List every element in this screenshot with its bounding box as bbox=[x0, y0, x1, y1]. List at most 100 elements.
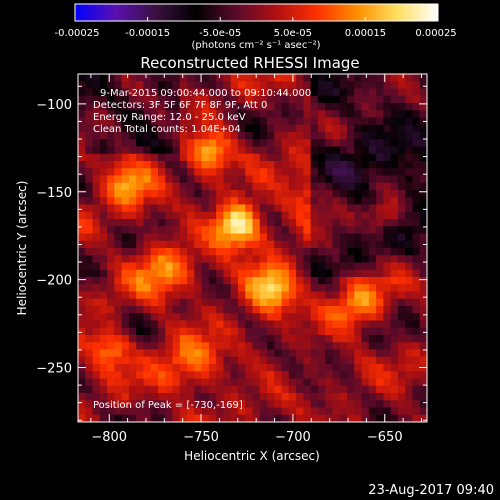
heatmap-cell bbox=[128, 414, 137, 423]
heatmap-cell bbox=[419, 168, 428, 176]
heatmap-cell bbox=[339, 327, 348, 336]
heatmap-cell bbox=[245, 255, 253, 263]
heatmap-cell bbox=[194, 371, 202, 379]
heatmap-cell bbox=[339, 306, 348, 314]
heatmap-cell bbox=[354, 349, 362, 358]
heatmap-cell bbox=[383, 219, 392, 227]
heatmap-cell bbox=[303, 400, 312, 408]
heatmap-cell bbox=[332, 342, 341, 350]
heatmap-cell bbox=[237, 313, 246, 321]
heatmap-cell bbox=[390, 226, 399, 234]
heatmap-cell bbox=[128, 262, 137, 271]
heatmap-cell bbox=[368, 364, 377, 372]
heatmap-cell bbox=[114, 146, 123, 155]
heatmap-cell bbox=[325, 284, 333, 292]
heatmap-cell bbox=[78, 298, 86, 307]
heatmap-cell bbox=[245, 74, 253, 82]
colorbar-tick-label: 5.0e-05 bbox=[274, 28, 312, 39]
heatmap-cell bbox=[274, 175, 282, 184]
heatmap-cell bbox=[347, 284, 355, 292]
y-tick-label: −100 bbox=[36, 98, 72, 113]
heatmap-cell bbox=[397, 313, 406, 321]
heatmap-cell bbox=[317, 146, 326, 155]
heatmap-cell bbox=[92, 371, 101, 379]
heatmap-cell bbox=[303, 378, 312, 387]
heatmap-cell bbox=[157, 313, 166, 321]
heatmap-cell bbox=[310, 110, 319, 118]
heatmap-cell bbox=[390, 255, 399, 263]
heatmap-cell bbox=[99, 211, 108, 220]
heatmap-cell bbox=[136, 88, 144, 97]
heatmap-cell bbox=[281, 378, 290, 387]
heatmap-cell bbox=[216, 356, 224, 365]
heatmap-cell bbox=[267, 414, 275, 423]
heatmap-cell bbox=[121, 139, 130, 147]
heatmap-cell bbox=[187, 88, 195, 97]
heatmap-cell bbox=[121, 182, 130, 191]
heatmap-cell bbox=[303, 262, 312, 271]
heatmap-cell bbox=[121, 74, 130, 82]
heatmap-cell bbox=[288, 269, 297, 278]
heatmap-cell bbox=[187, 393, 195, 401]
heatmap-cell bbox=[165, 378, 173, 387]
heatmap-cell bbox=[383, 291, 392, 300]
heatmap-cell bbox=[208, 81, 217, 89]
heatmap-cell bbox=[157, 139, 166, 147]
heatmap-cell bbox=[128, 400, 137, 408]
heatmap-cell bbox=[150, 327, 159, 336]
heatmap-cell bbox=[194, 255, 202, 263]
heatmap-cell bbox=[376, 161, 384, 169]
heatmap-cell bbox=[165, 255, 173, 263]
heatmap-cell bbox=[281, 211, 290, 220]
heatmap-cell bbox=[187, 255, 195, 263]
heatmap-cell bbox=[172, 284, 181, 292]
heatmap-cell bbox=[354, 400, 362, 408]
heatmap-cell bbox=[310, 371, 319, 379]
heatmap-cell bbox=[281, 414, 290, 423]
heatmap-cell bbox=[245, 407, 253, 416]
heatmap-cell bbox=[296, 284, 304, 292]
heatmap-cell bbox=[267, 298, 275, 307]
heatmap-cell bbox=[412, 277, 421, 285]
heatmap-cell bbox=[252, 378, 261, 387]
heatmap-cell bbox=[325, 349, 333, 358]
heatmap-cell bbox=[237, 103, 246, 111]
heatmap-cell bbox=[303, 240, 312, 249]
heatmap-cell bbox=[107, 298, 115, 307]
heatmap-cell bbox=[347, 349, 355, 358]
heatmap-cell bbox=[237, 161, 246, 169]
heatmap-cell bbox=[317, 124, 326, 133]
heatmap-cell bbox=[397, 306, 406, 314]
heatmap-cell bbox=[223, 298, 232, 307]
heatmap-cell bbox=[223, 211, 232, 220]
heatmap-cell bbox=[368, 95, 377, 104]
heatmap-cell bbox=[143, 356, 152, 365]
heatmap-cell bbox=[310, 407, 319, 416]
x-tick-label: −800 bbox=[91, 430, 127, 445]
heatmap-cell bbox=[136, 385, 144, 394]
heatmap-cell bbox=[332, 226, 341, 234]
heatmap-cell bbox=[288, 153, 297, 162]
heatmap-cell bbox=[150, 197, 159, 205]
heatmap-cell bbox=[208, 393, 217, 401]
heatmap-cell bbox=[143, 95, 152, 104]
heatmap-cell bbox=[121, 335, 130, 343]
heatmap-cell bbox=[347, 117, 355, 126]
heatmap-cell bbox=[310, 298, 319, 307]
heatmap-cell bbox=[78, 81, 86, 89]
heatmap-cell bbox=[252, 168, 261, 176]
heatmap-cell bbox=[317, 190, 326, 198]
heatmap-cell bbox=[172, 342, 181, 350]
heatmap-cell bbox=[259, 371, 268, 379]
heatmap-cell bbox=[259, 81, 268, 89]
heatmap-cell bbox=[179, 175, 188, 184]
heatmap-cell bbox=[347, 124, 355, 133]
heatmap-cell bbox=[230, 117, 239, 126]
heatmap-cell bbox=[136, 349, 144, 358]
heatmap-cell bbox=[157, 103, 166, 111]
heatmap-cell bbox=[230, 298, 239, 307]
heatmap-cell bbox=[296, 168, 304, 176]
heatmap-cell bbox=[187, 95, 195, 104]
heatmap-cell bbox=[78, 161, 86, 169]
